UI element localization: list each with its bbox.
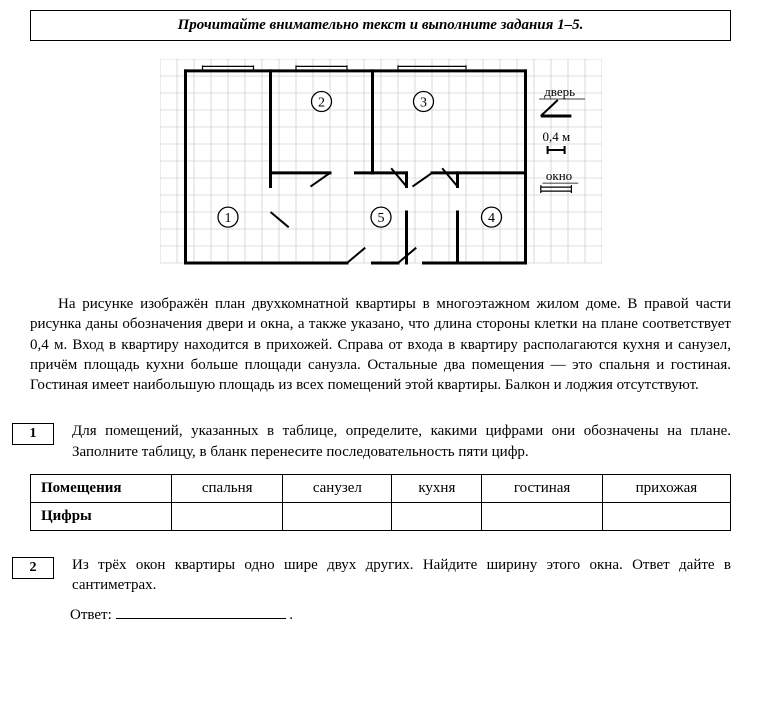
task-2-text: Из трёх окон квартиры одно шире двух дру… xyxy=(72,555,731,596)
answer-blank[interactable] xyxy=(116,618,286,619)
task-2: 2 Из трёх окон квартиры одно шире двух д… xyxy=(30,555,731,596)
col-header: гостиная xyxy=(482,474,602,502)
col-header: прихожая xyxy=(602,474,730,502)
task-number-box: 2 xyxy=(12,557,54,579)
row-label: Цифры xyxy=(31,502,172,530)
svg-text:окно: окно xyxy=(545,168,571,183)
svg-text:0,4 м: 0,4 м xyxy=(542,129,570,144)
svg-text:1: 1 xyxy=(224,211,231,226)
svg-text:дверь: дверь xyxy=(544,84,575,99)
table-cell[interactable] xyxy=(283,502,392,530)
svg-text:4: 4 xyxy=(488,211,495,226)
col-header: санузел xyxy=(283,474,392,502)
room-table: Помещения спальня санузел кухня гостиная… xyxy=(30,474,731,531)
row-label: Помещения xyxy=(31,474,172,502)
floorplan-diagram: 1 2 3 4 5 дверь 0,4 м окно xyxy=(30,59,731,276)
table-row: Цифры xyxy=(31,502,731,530)
body-text: На рисунке изображён план двухкомнатной … xyxy=(30,294,731,395)
instruction-text: Прочитайте внимательно текст и выполните… xyxy=(178,17,584,33)
instruction-box: Прочитайте внимательно текст и выполните… xyxy=(30,10,731,41)
task-1: 1 Для помещений, указанных в таблице, оп… xyxy=(30,421,731,462)
table-cell[interactable] xyxy=(172,502,283,530)
answer-line: Ответ: . xyxy=(70,607,731,624)
answer-label: Ответ: xyxy=(70,607,112,623)
task-number: 2 xyxy=(30,560,37,576)
table-cell[interactable] xyxy=(392,502,482,530)
table-cell[interactable] xyxy=(602,502,730,530)
svg-text:3: 3 xyxy=(420,96,427,111)
col-header: кухня xyxy=(392,474,482,502)
table-row: Помещения спальня санузел кухня гостиная… xyxy=(31,474,731,502)
table-cell[interactable] xyxy=(482,502,602,530)
task-number: 1 xyxy=(30,426,37,442)
task-number-box: 1 xyxy=(12,423,54,445)
svg-text:2: 2 xyxy=(318,96,325,111)
task-1-text: Для помещений, указанных в таблице, опре… xyxy=(72,421,731,462)
col-header: спальня xyxy=(172,474,283,502)
svg-text:5: 5 xyxy=(377,211,384,226)
